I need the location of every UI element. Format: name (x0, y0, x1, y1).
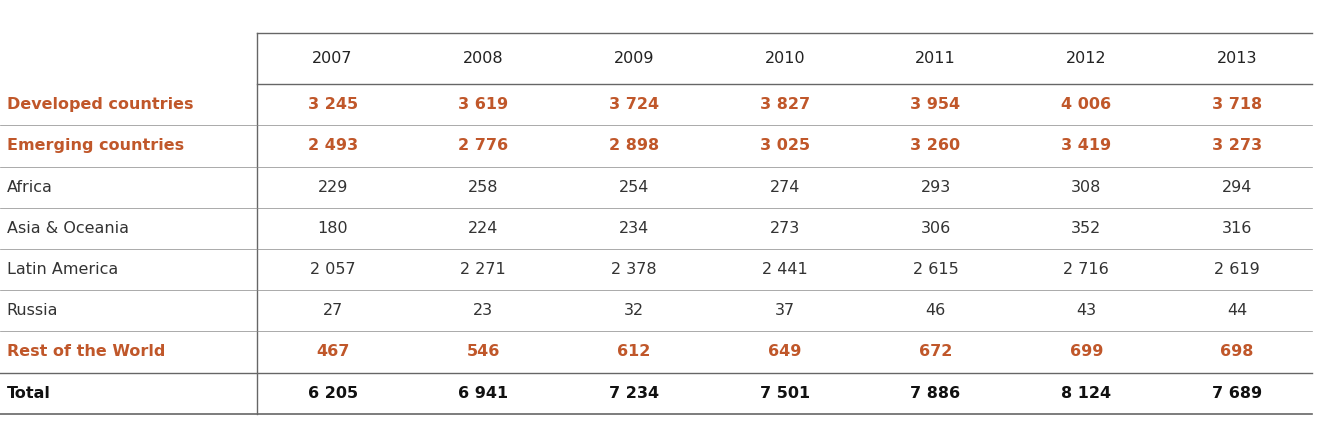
Text: 254: 254 (619, 180, 649, 194)
Text: 352: 352 (1071, 221, 1101, 236)
Text: 3 619: 3 619 (458, 97, 508, 112)
Text: 2009: 2009 (613, 51, 654, 66)
Text: 46: 46 (926, 303, 946, 318)
Text: 7 234: 7 234 (609, 386, 660, 400)
Text: 2008: 2008 (463, 51, 504, 66)
Text: 2 776: 2 776 (458, 139, 508, 153)
Text: 7 689: 7 689 (1212, 386, 1262, 400)
Text: Asia & Oceania: Asia & Oceania (7, 221, 128, 236)
Text: 649: 649 (768, 345, 802, 359)
Text: 44: 44 (1227, 303, 1248, 318)
Text: 316: 316 (1221, 221, 1252, 236)
Text: 293: 293 (921, 180, 951, 194)
Text: 274: 274 (769, 180, 801, 194)
Text: 229: 229 (318, 180, 348, 194)
Text: 2011: 2011 (915, 51, 956, 66)
Text: 2010: 2010 (765, 51, 805, 66)
Text: 308: 308 (1071, 180, 1101, 194)
Text: 224: 224 (468, 221, 499, 236)
Text: 3 954: 3 954 (910, 97, 960, 112)
Text: 7 501: 7 501 (760, 386, 810, 400)
Text: 4 006: 4 006 (1062, 97, 1112, 112)
Text: 6 205: 6 205 (307, 386, 357, 400)
Text: Russia: Russia (7, 303, 58, 318)
Text: 23: 23 (474, 303, 493, 318)
Text: 2 057: 2 057 (310, 262, 355, 277)
Text: 37: 37 (774, 303, 795, 318)
Text: 234: 234 (619, 221, 649, 236)
Text: 2 493: 2 493 (307, 139, 357, 153)
Text: Developed countries: Developed countries (7, 97, 193, 112)
Text: 699: 699 (1070, 345, 1103, 359)
Text: 3 827: 3 827 (760, 97, 810, 112)
Text: 2 898: 2 898 (609, 139, 660, 153)
Text: 3 245: 3 245 (307, 97, 357, 112)
Text: 546: 546 (467, 345, 500, 359)
Text: 8 124: 8 124 (1062, 386, 1112, 400)
Text: 2 271: 2 271 (460, 262, 506, 277)
Text: 2 716: 2 716 (1063, 262, 1109, 277)
Text: 2013: 2013 (1217, 51, 1257, 66)
Text: 2007: 2007 (313, 51, 352, 66)
Text: 43: 43 (1076, 303, 1096, 318)
Text: 7 886: 7 886 (910, 386, 960, 400)
Text: 2 441: 2 441 (762, 262, 807, 277)
Text: 180: 180 (318, 221, 348, 236)
Text: Africa: Africa (7, 180, 53, 194)
Text: 698: 698 (1220, 345, 1254, 359)
Text: 3 260: 3 260 (910, 139, 960, 153)
Text: 2 619: 2 619 (1215, 262, 1260, 277)
Text: 3 718: 3 718 (1212, 97, 1262, 112)
Text: 3 419: 3 419 (1062, 139, 1112, 153)
Text: 2 378: 2 378 (611, 262, 657, 277)
Text: 273: 273 (770, 221, 799, 236)
Text: 3 273: 3 273 (1212, 139, 1262, 153)
Text: 2 615: 2 615 (913, 262, 959, 277)
Text: 27: 27 (322, 303, 343, 318)
Text: 3 724: 3 724 (609, 97, 660, 112)
Text: 6 941: 6 941 (458, 386, 508, 400)
Text: Latin America: Latin America (7, 262, 117, 277)
Text: 612: 612 (617, 345, 650, 359)
Text: Total: Total (7, 386, 50, 400)
Text: 467: 467 (315, 345, 350, 359)
Text: 32: 32 (624, 303, 644, 318)
Text: 258: 258 (468, 180, 499, 194)
Text: 3 025: 3 025 (760, 139, 810, 153)
Text: 294: 294 (1221, 180, 1252, 194)
Text: Emerging countries: Emerging countries (7, 139, 183, 153)
Text: 672: 672 (919, 345, 952, 359)
Text: Rest of the World: Rest of the World (7, 345, 165, 359)
Text: 306: 306 (921, 221, 951, 236)
Text: 2012: 2012 (1066, 51, 1107, 66)
